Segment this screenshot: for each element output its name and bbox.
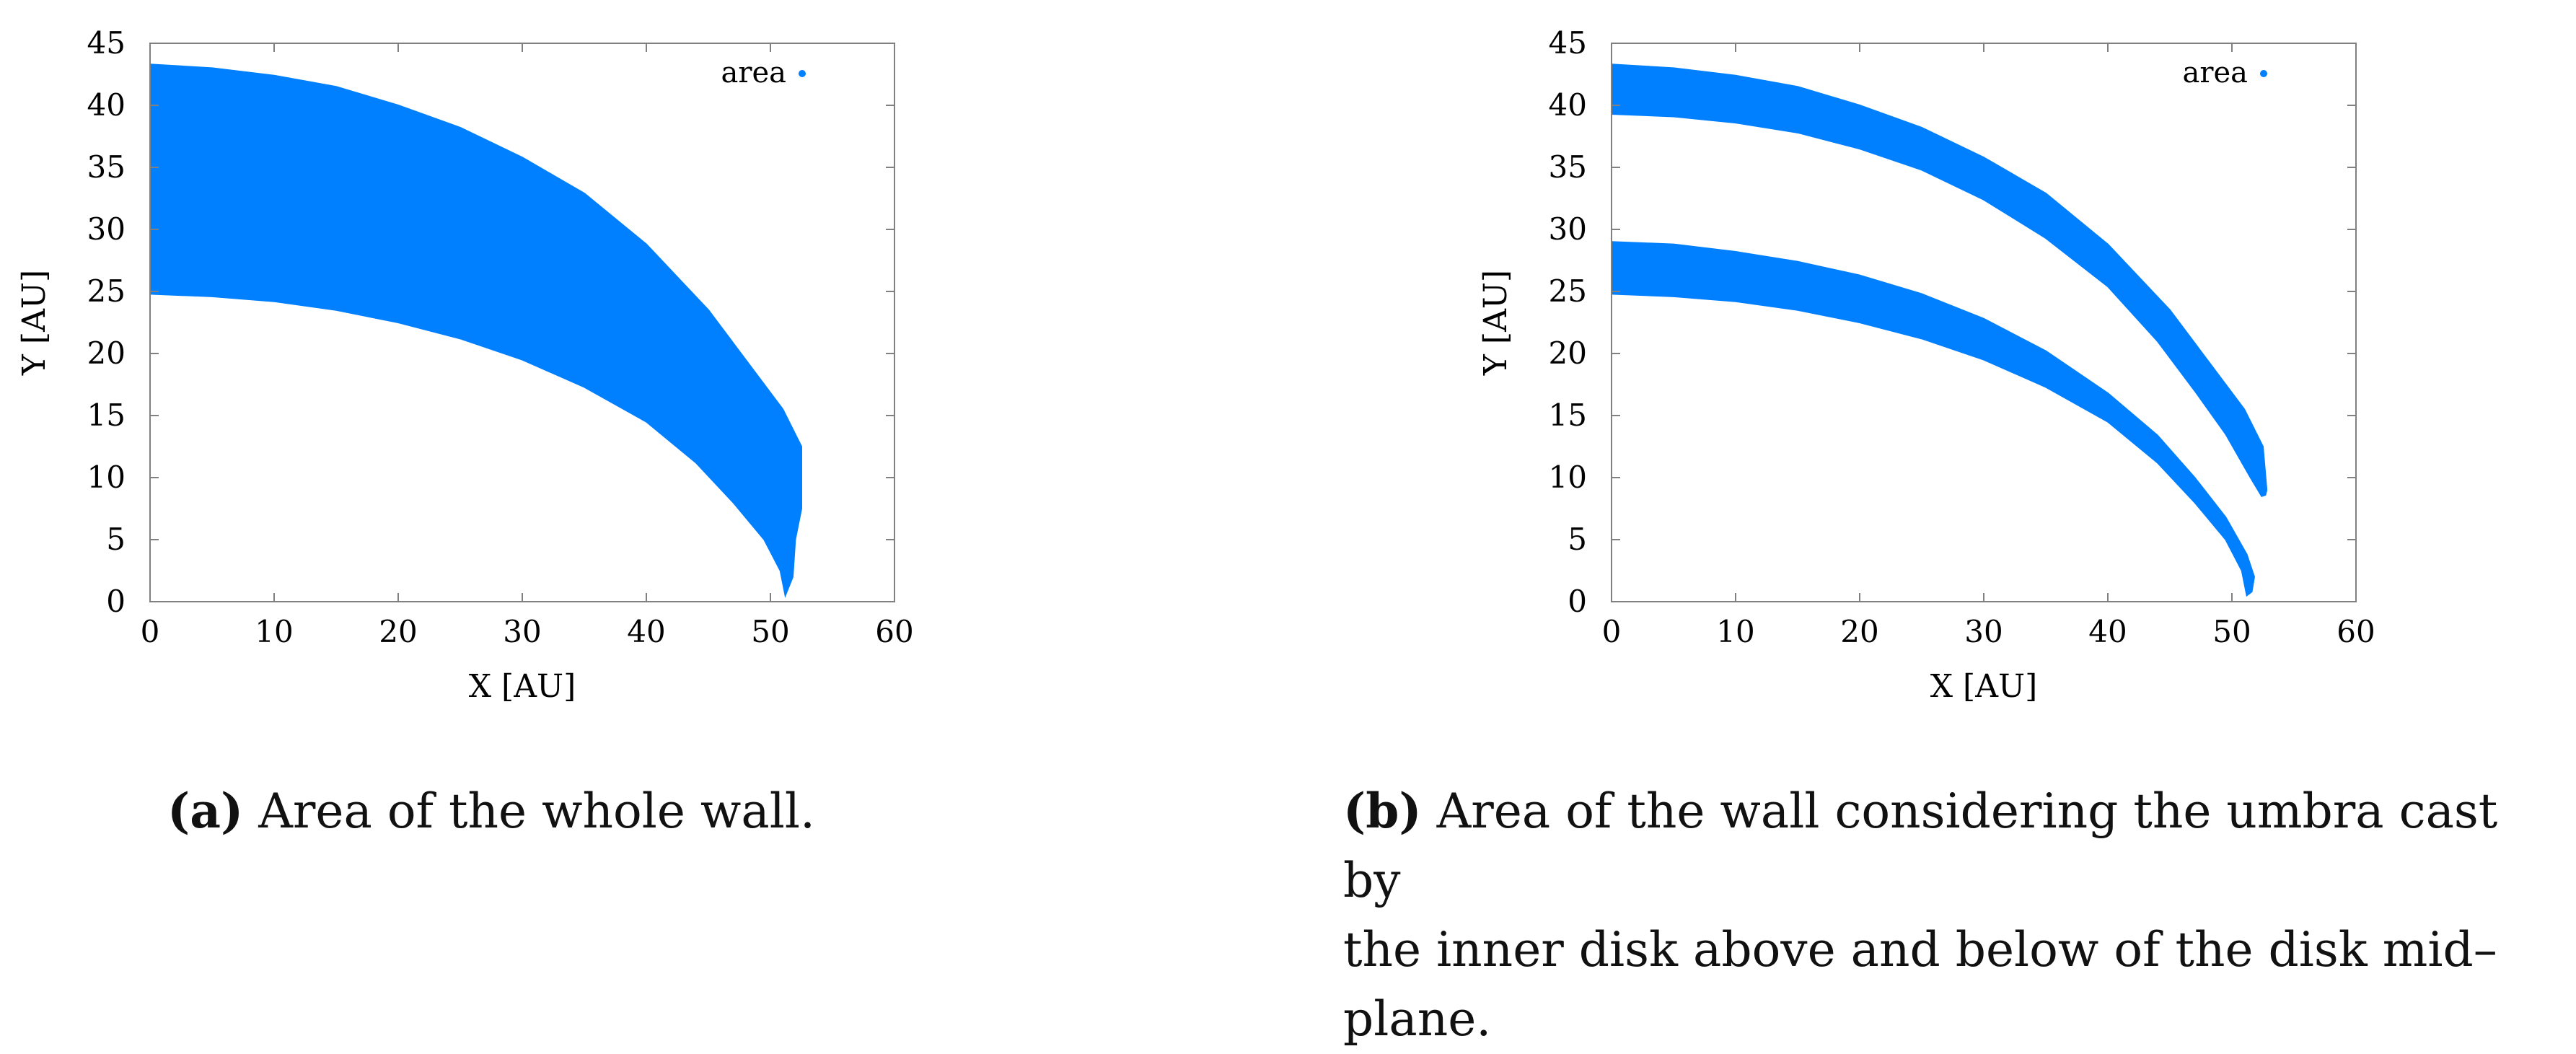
panel-a-x-tick-label: 10 <box>255 614 293 649</box>
panel-a-region-1 <box>149 63 802 598</box>
panel-b-legend-label: area <box>2183 56 2248 89</box>
panel-b-y-tick-label: 20 <box>1549 335 1587 371</box>
panel-a-y-tick-label: 5 <box>106 522 126 557</box>
panel-a-x-tick-label: 50 <box>751 614 789 649</box>
caption-b: (b) Area of the wall considering the umb… <box>1343 776 2570 1054</box>
panel-b-y-tick-label: 5 <box>1568 522 1587 557</box>
caption-b-line1: Area of the wall considering the umbra c… <box>1343 783 2498 908</box>
panel-b-x-tick-label: 10 <box>1716 614 1754 649</box>
panel-a-legend-label: area <box>721 56 787 89</box>
panel-b-x-tick-label: 60 <box>2337 614 2375 649</box>
panel-a-x-tick-label: 60 <box>875 614 913 649</box>
caption-b-line2: the inner disk above and below of the di… <box>1343 922 2497 978</box>
panel-a-x-tick-label: 0 <box>141 614 160 649</box>
panel-a-x-tick-label: 40 <box>627 614 665 649</box>
panel-a-y-tick-label: 15 <box>87 398 126 433</box>
panel-b-region-2 <box>1611 241 2255 597</box>
panel-b-x-tick-label: 0 <box>1602 614 1622 649</box>
caption-a: (a) Area of the whole wall. <box>167 776 1249 846</box>
panel-a-legend-marker <box>799 70 806 77</box>
caption-a-text: Area of the whole wall. <box>258 783 815 839</box>
caption-a-tag: (a) <box>167 783 244 839</box>
panel-b-y-tick-label: 0 <box>1568 584 1587 619</box>
caption-b-tag: (b) <box>1343 783 1422 839</box>
panel-b-x-tick-label: 30 <box>1964 614 2003 649</box>
panel-a-y-tick-label: 0 <box>106 584 126 619</box>
panel-b-y-tick-label: 10 <box>1549 460 1587 495</box>
panel-b-y-tick-label: 15 <box>1549 398 1587 433</box>
panel-a-y-tick-label: 40 <box>87 87 126 123</box>
panel-a-x-axis-label: X [AU] <box>469 668 576 705</box>
panel-b-y-tick-label: 30 <box>1549 211 1587 247</box>
panel-b-x-tick-label: 50 <box>2212 614 2251 649</box>
panel-b-y-tick-label: 45 <box>1549 25 1587 61</box>
panel-a-y-tick-label: 30 <box>87 211 126 247</box>
panel-b-x-axis-label: X [AU] <box>1930 668 2038 705</box>
panel-b-y-tick-label: 40 <box>1549 87 1587 123</box>
panel-b-y-tick-label: 25 <box>1549 273 1587 309</box>
panel-b-legend-marker <box>2260 70 2267 77</box>
panel-a-y-tick-label: 45 <box>87 25 126 61</box>
panel-a-x-tick-label: 20 <box>379 614 417 649</box>
panel-b-chart: 0 10 20 30 40 50 60 0 5 10 15 20 25 30 35 40 45 X [AU] Y [… <box>1477 25 2375 705</box>
panel-b-y-axis-label: Y [AU] <box>1477 270 1514 376</box>
panel-b-x-tick-label: 20 <box>1840 614 1878 649</box>
panel-a-y-tick-label: 20 <box>87 335 126 371</box>
panel-a-y-tick-label: 25 <box>87 273 126 309</box>
panel-a-y-axis-label: Y [AU] <box>16 270 53 376</box>
panel-a-y-tick-label: 35 <box>87 149 126 185</box>
panel-a-x-tick-label: 30 <box>503 614 541 649</box>
panel-b-x-tick-label: 40 <box>2088 614 2127 649</box>
caption-b-line3: plane. <box>1343 991 1492 1047</box>
panel-b-y-tick-label: 35 <box>1549 149 1587 185</box>
panel-b-region-1 <box>1611 63 2268 498</box>
panel-a-chart: 0 10 20 30 40 50 60 0 5 10 15 20 25 30 35 40 45 X [AU] Y [… <box>16 25 914 705</box>
panel-a-y-tick-label: 10 <box>87 460 126 495</box>
